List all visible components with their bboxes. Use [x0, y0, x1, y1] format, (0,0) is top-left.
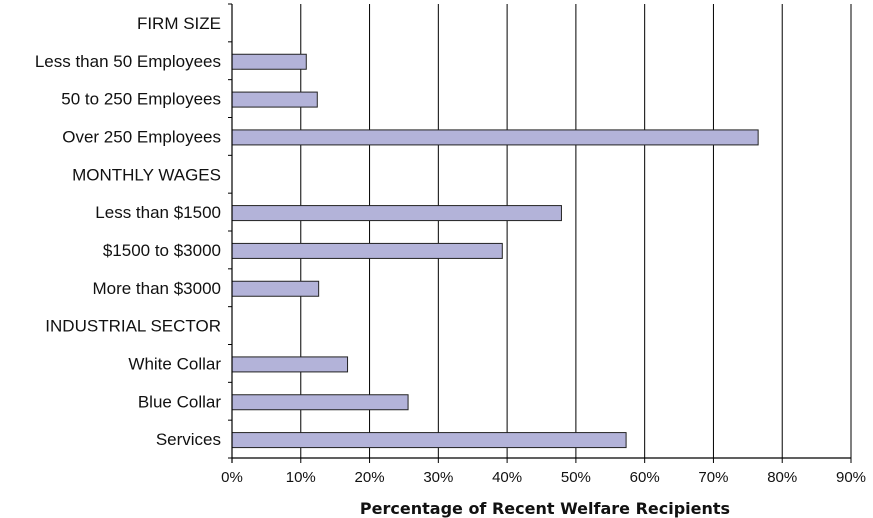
x-tick-label-30: 30%: [423, 469, 453, 486]
bar-more-than-3000: [231, 280, 320, 297]
category-label-over-250-employees: Over 250 Employees: [62, 127, 221, 146]
category-label-industrial-sector: INDUSTRIAL SECTOR: [45, 317, 221, 336]
bar-white-collar: [231, 356, 349, 373]
x-tick-label-50: 50%: [561, 469, 591, 486]
category-labels: FIRM SIZE Less than 50 Employees 50 to 250…: [35, 14, 222, 449]
category-label-monthly-wages: MONTHLY WAGES: [72, 165, 221, 184]
category-label-white-collar: White Collar: [128, 354, 221, 373]
x-axis-title: Percentage of Recent Welfare Recipients: [360, 499, 730, 518]
category-label-less-than-50-employees: Less than 50 Employees: [35, 52, 221, 71]
x-tick-label-80: 80%: [767, 469, 797, 486]
category-label-more-than-3000: More than $3000: [92, 279, 221, 298]
x-tick-label-10: 10%: [286, 469, 316, 486]
bar-blue-collar: [231, 394, 409, 411]
category-label-firm-size: FIRM SIZE: [137, 14, 221, 33]
bar-50-to-250-employees: [231, 91, 318, 108]
bar-services: [231, 432, 627, 449]
bar-less-than-1500: [231, 205, 562, 222]
x-tick-label-20: 20%: [355, 469, 385, 486]
axes: [228, 3, 852, 463]
x-tick-label-40: 40%: [492, 469, 522, 486]
category-label-less-than-1500: Less than $1500: [95, 203, 221, 222]
bars: [231, 53, 759, 449]
x-tick-label-60: 60%: [630, 469, 660, 486]
x-tick-labels: 0% 10% 20% 30% 40% 50% 60% 70% 80% 90%: [221, 469, 866, 486]
bar-1500-to-3000: [231, 242, 503, 259]
x-tick-label-90: 90%: [836, 469, 866, 486]
category-label-1500-to-3000: $1500 to $3000: [103, 241, 221, 260]
gridlines: [300, 4, 852, 458]
x-tick-label-70: 70%: [698, 469, 728, 486]
category-label-services: Services: [156, 430, 221, 449]
bar-over-250-employees: [231, 129, 759, 146]
x-tick-label-0: 0%: [221, 469, 243, 486]
bar-less-than-50-employees: [231, 53, 307, 70]
category-label-blue-collar: Blue Collar: [138, 392, 221, 411]
category-label-50-to-250-employees: 50 to 250 Employees: [61, 90, 221, 109]
